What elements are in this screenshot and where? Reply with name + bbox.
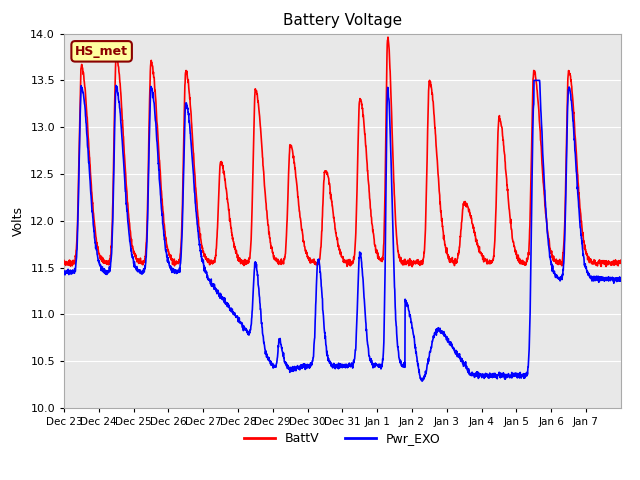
Title: Battery Voltage: Battery Voltage: [283, 13, 402, 28]
Y-axis label: Volts: Volts: [12, 206, 25, 236]
Legend: BattV, Pwr_EXO: BattV, Pwr_EXO: [239, 427, 446, 450]
Text: HS_met: HS_met: [75, 45, 128, 58]
